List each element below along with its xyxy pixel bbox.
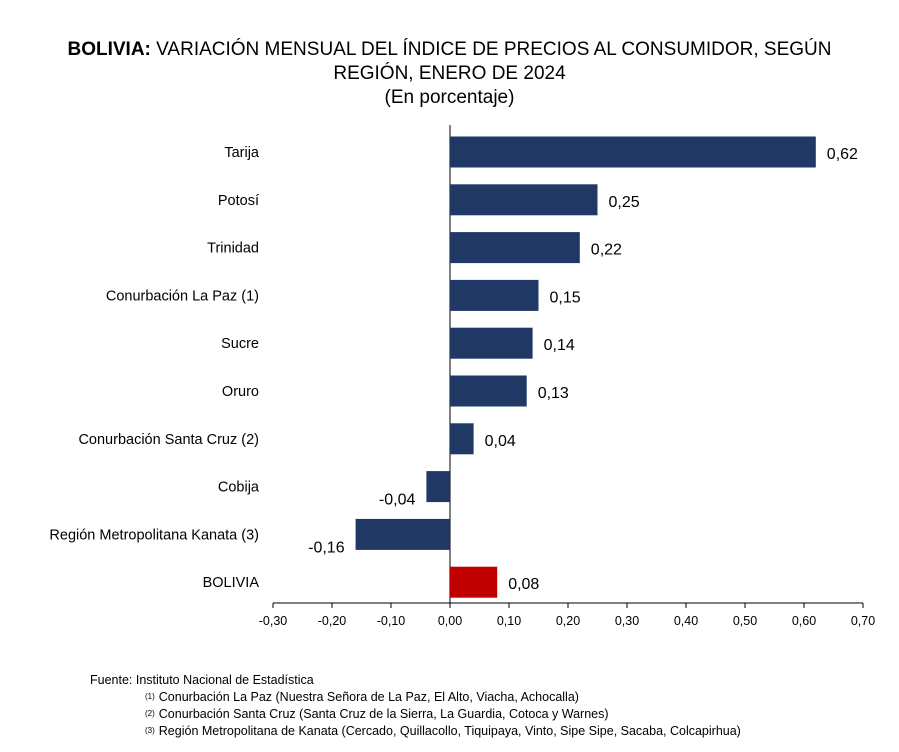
value-label-8: -0,16	[308, 539, 345, 556]
footnote-3: (3) Región Metropolitana de Kanata (Cerca…	[90, 723, 741, 740]
category-label-1: Potosí	[218, 193, 259, 209]
title-text: VARIACIÓN MENSUAL DEL ÍNDICE DE PRECIOS …	[156, 39, 832, 60]
x-tick-label-3: 0,00	[438, 614, 462, 628]
bar-chart: Tarija 0,62 Potosí 0,25 Trinidad 0,22 Conurbac…	[49, 125, 875, 628]
bar-9	[450, 566, 498, 598]
bar-8	[355, 518, 450, 550]
bar-5	[450, 375, 527, 407]
footnote-2-text: Conurbación Santa Cruz (Santa Cruz de la…	[158, 707, 609, 721]
footnote-1: (1) Conurbación La Paz (Nuestra Señora de…	[90, 689, 741, 706]
x-tick-label-9: 0,60	[792, 614, 816, 628]
value-label-5: 0,13	[538, 385, 569, 402]
title-bold: BOLIVIA:	[67, 39, 151, 60]
x-tick-label-7: 0,40	[674, 614, 698, 628]
category-label-3: Conurbación La Paz (1)	[106, 288, 259, 304]
category-label-6: Conurbación Santa Cruz (2)	[78, 432, 259, 448]
title-line-2: REGIÓN, ENERO DE 2024	[333, 63, 566, 84]
category-label-2: Trinidad	[207, 241, 259, 257]
bar-2	[450, 232, 580, 264]
value-label-2: 0,22	[591, 242, 622, 259]
x-tick-label-10: 0,70	[851, 614, 875, 628]
footnote-1-mark: (1)	[145, 692, 155, 701]
bar-6	[450, 423, 474, 455]
value-label-0: 0,62	[827, 146, 858, 163]
bar-3	[450, 279, 539, 311]
footnote-2: (2) Conurbación Santa Cruz (Santa Cruz de…	[90, 706, 741, 723]
x-tick-label-4: 0,10	[497, 614, 521, 628]
source-line: Fuente: Instituto Nacional de Estadístic…	[90, 673, 314, 687]
footnote-3-mark: (3)	[145, 726, 155, 735]
x-tick-label-8: 0,50	[733, 614, 757, 628]
x-tick-label-6: 0,30	[615, 614, 639, 628]
category-label-5: Oruro	[222, 384, 259, 400]
bar-0	[450, 136, 816, 168]
value-label-6: 0,04	[485, 433, 516, 450]
x-tick-label-5: 0,20	[556, 614, 580, 628]
value-label-9: 0,08	[508, 576, 539, 593]
chart-title: BOLIVIA: VARIACIÓN MENSUAL DEL ÍNDICE DE…	[0, 38, 899, 110]
title-line-1: BOLIVIA: VARIACIÓN MENSUAL DEL ÍNDICE DE…	[0, 38, 899, 62]
x-tick-label-2: -0,10	[377, 614, 406, 628]
category-label-4: Sucre	[221, 336, 259, 352]
bar-4	[450, 327, 533, 359]
value-label-4: 0,14	[544, 337, 575, 354]
x-tick-label-1: -0,20	[318, 614, 347, 628]
value-label-1: 0,25	[609, 194, 640, 211]
category-label-9: BOLIVIA	[203, 575, 260, 591]
bar-7	[426, 471, 450, 503]
value-label-7: -0,04	[379, 492, 416, 509]
bar-1	[450, 184, 598, 216]
x-tick-label-0: -0,30	[259, 614, 288, 628]
chart-subtitle: (En porcentaje)	[384, 87, 515, 108]
category-label-8: Región Metropolitana Kanata (3)	[49, 527, 259, 543]
category-label-7: Cobija	[218, 480, 260, 496]
footnote-2-mark: (2)	[145, 709, 155, 718]
footnote-1-text: Conurbación La Paz (Nuestra Señora de La…	[158, 690, 579, 704]
source-notes: Fuente: Instituto Nacional de Estadístic…	[90, 672, 741, 740]
value-label-3: 0,15	[550, 289, 581, 306]
footnote-3-text: Región Metropolitana de Kanata (Cercado,…	[158, 724, 741, 738]
category-label-0: Tarija	[224, 145, 260, 161]
